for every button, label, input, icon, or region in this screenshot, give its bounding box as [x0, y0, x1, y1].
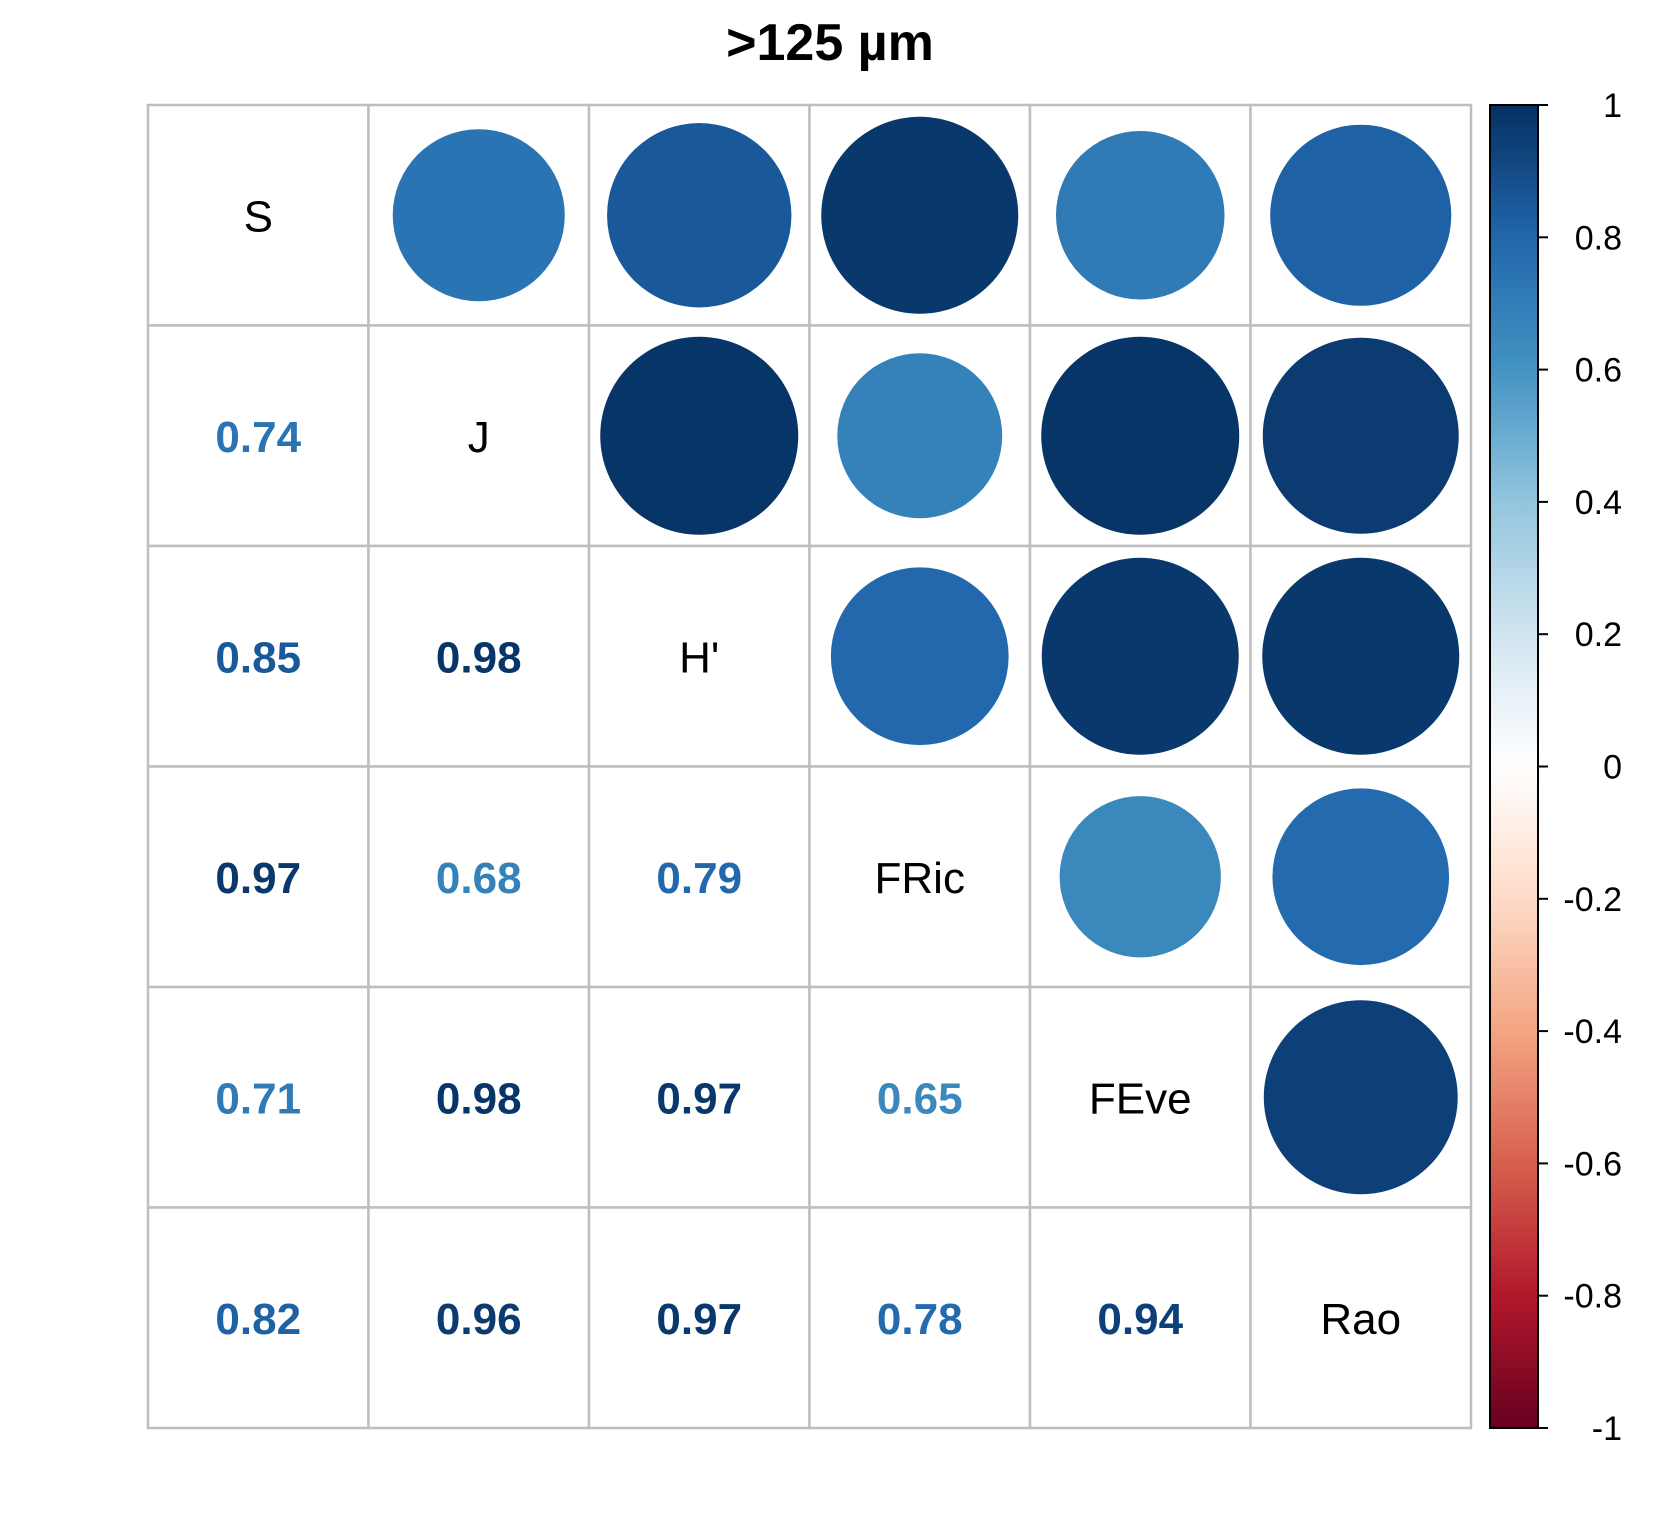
matrix-cell-3-1	[367, 765, 591, 989]
colorbar-tick-label: -1	[1592, 1410, 1622, 1448]
correlation-value: 0.85	[215, 633, 301, 682]
correlation-matrix: S 0.74 J 0.85 0.98 H' 0.97 0.68 0.79 FRic 0.71 0.98…	[146, 103, 1473, 1430]
color-legend: 1 0.8 0.6 0.4 0.2 0 -0.2 -0.4 -0.6 -0.8 -1	[1489, 87, 1622, 1448]
colorbar-tick-label: -0.2	[1563, 881, 1622, 919]
colorbar-tick-label: 0.6	[1575, 352, 1622, 390]
matrix-cell-4-0	[146, 985, 370, 1209]
correlation-value: 0.97	[656, 1074, 742, 1123]
matrix-cell-1-1	[367, 324, 591, 548]
correlation-value: 0.97	[215, 854, 301, 903]
correlation-circle	[830, 567, 1009, 746]
correlation-circle	[392, 129, 565, 302]
correlation-value: 0.79	[656, 854, 742, 903]
colorbar-tick-label: 1	[1603, 87, 1622, 125]
correlation-value: 0.78	[877, 1295, 963, 1344]
matrix-cell-5-5	[1249, 1206, 1473, 1430]
correlation-value: 0.71	[215, 1074, 301, 1123]
correlation-value: 0.96	[436, 1295, 522, 1344]
correlation-value: 0.97	[656, 1295, 742, 1344]
correlation-circle	[600, 336, 799, 535]
correlation-circle	[1263, 1000, 1458, 1195]
variable-label: Rao	[1320, 1295, 1401, 1344]
matrix-cell-5-3	[808, 1206, 1032, 1430]
matrix-cell-4-4	[1028, 985, 1252, 1209]
colorbar-tick-label: 0.8	[1575, 219, 1622, 257]
matrix-cell-3-3	[808, 765, 1032, 989]
correlation-circle	[1041, 557, 1239, 755]
variable-label: FEve	[1089, 1074, 1192, 1123]
colorbar	[1489, 104, 1539, 1429]
colorbar-tick-label: 0.2	[1575, 616, 1622, 654]
variable-label: J	[468, 413, 490, 462]
correlation-value: 0.82	[215, 1295, 301, 1344]
correlation-circle	[607, 123, 792, 308]
matrix-cell-2-1	[367, 544, 591, 768]
matrix-cell-0-0	[146, 103, 370, 327]
correlation-value: 0.74	[215, 413, 301, 462]
variable-label: FRic	[875, 854, 965, 903]
colorbar-tick-label: 0.4	[1575, 484, 1622, 522]
matrix-cell-3-2	[587, 765, 811, 989]
matrix-cell-5-0	[146, 1206, 370, 1430]
matrix-cell-2-0	[146, 544, 370, 768]
chart-title: >125 µm	[726, 14, 934, 72]
colorbar-tick-label: -0.4	[1563, 1013, 1622, 1051]
variable-label: H'	[679, 633, 719, 682]
correlation-circle	[1272, 788, 1450, 966]
correlation-circle	[837, 353, 1003, 519]
variable-label: S	[244, 192, 273, 241]
matrix-cell-4-2	[587, 985, 811, 1209]
correlation-value: 0.94	[1097, 1295, 1183, 1344]
matrix-cell-5-4	[1028, 1206, 1252, 1430]
correlation-value: 0.68	[436, 854, 522, 903]
colorbar-tick-label: -0.6	[1563, 1145, 1622, 1183]
colorbar-tick-label: -0.8	[1563, 1278, 1622, 1316]
correlation-circle	[1262, 337, 1459, 534]
correlation-circle	[1055, 130, 1225, 300]
correlation-circle	[1041, 336, 1240, 535]
correlation-circle	[1270, 124, 1452, 306]
correlation-circle	[1059, 796, 1221, 958]
correlation-value: 0.65	[877, 1074, 963, 1123]
correlation-circle	[1262, 557, 1460, 755]
matrix-cell-3-0	[146, 765, 370, 989]
correlation-value: 0.98	[436, 1074, 522, 1123]
correlation-circle	[821, 116, 1019, 314]
matrix-cell-4-3	[808, 985, 1032, 1209]
correlation-value: 0.98	[436, 633, 522, 682]
colorbar-tick-label: 0	[1603, 749, 1622, 787]
matrix-cell-2-2	[587, 544, 811, 768]
